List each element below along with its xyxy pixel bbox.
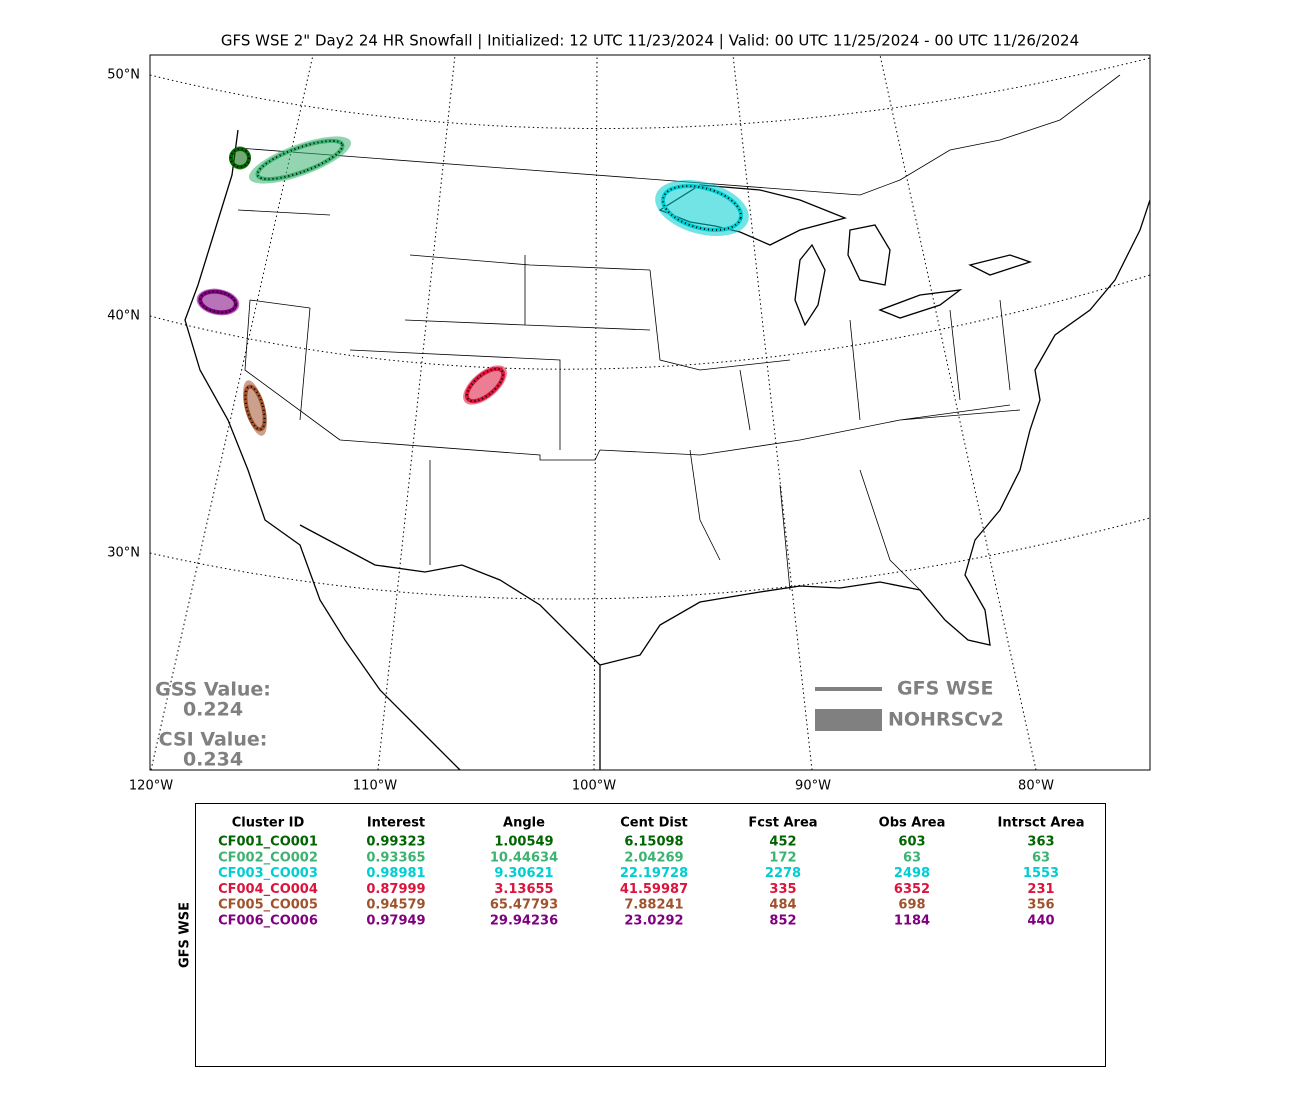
lat-label: 40°N	[107, 309, 140, 324]
lon-label: 90°W	[795, 779, 831, 794]
great-lakes	[658, 184, 1033, 327]
table-cell: 0.97949	[366, 914, 425, 929]
intersect-dots	[230, 148, 250, 168]
obs-object	[243, 380, 267, 436]
intersect-dots	[465, 367, 505, 403]
intersect-dots	[662, 185, 742, 231]
table-cell: 698	[898, 898, 925, 913]
parallel	[150, 57, 1150, 130]
column-header: Obs Area	[879, 816, 946, 831]
borders	[237, 74, 1121, 591]
meridian	[879, 55, 1037, 770]
table-cell: 41.59987	[620, 882, 688, 897]
table-cell: 3.13655	[494, 882, 553, 897]
score-label: CSI Value:	[159, 729, 268, 751]
meridian	[150, 55, 314, 770]
table-cell: 9.30621	[494, 866, 553, 881]
table-cell: CF006_CO006	[218, 914, 318, 929]
obs-object	[248, 136, 352, 184]
table-cell: 23.0292	[624, 914, 683, 929]
table-cell: 63	[903, 850, 921, 865]
table-cell: 6352	[894, 882, 930, 897]
table-side-label: GFS WSE	[178, 902, 193, 968]
map-body	[150, 55, 1150, 770]
table-cell: CF005_CO005	[218, 898, 318, 913]
table-cell: 7.88241	[624, 898, 683, 913]
map	[149, 54, 1151, 771]
intersect-dots	[199, 290, 237, 314]
table-cell: 0.99323	[366, 835, 425, 850]
table-cell: 484	[769, 898, 796, 913]
table-cell: 1553	[1023, 866, 1059, 881]
table-cell: 356	[1027, 898, 1054, 913]
intersect-dots	[256, 139, 344, 181]
obs-object	[463, 365, 507, 405]
table-cell: 65.47793	[490, 898, 558, 913]
score-value: 0.224	[183, 699, 243, 721]
meridian	[593, 55, 598, 770]
table-cell: 172	[769, 850, 796, 865]
table-cell: 0.93365	[366, 850, 425, 865]
parallel	[150, 274, 1150, 370]
lat-label: 30°N	[107, 546, 140, 561]
table-cell: 0.87999	[366, 882, 425, 897]
column-header: Intrsct Area	[998, 816, 1085, 831]
legend-swatch	[815, 709, 882, 731]
table-cell: CF004_CO004	[218, 882, 318, 897]
map-frame	[149, 54, 1151, 771]
meridian	[732, 55, 813, 770]
parallel	[150, 517, 1150, 600]
table-cell: 603	[898, 835, 925, 850]
column-header: Angle	[503, 816, 545, 831]
table-cell: 2278	[765, 866, 801, 881]
table-cell: 1.00549	[494, 835, 553, 850]
table-cell: 22.19728	[620, 866, 688, 881]
legend-label: NOHRSCv2	[888, 709, 1004, 731]
table-cell: 29.94236	[490, 914, 558, 929]
table-cell: CF003_CO003	[218, 866, 318, 881]
table-cell: 231	[1027, 882, 1054, 897]
table-cell: 0.98981	[366, 866, 425, 881]
lon-label: 120°W	[129, 779, 173, 794]
table-cell: 363	[1027, 835, 1054, 850]
lon-label: 80°W	[1018, 779, 1054, 794]
column-header: Cluster ID	[232, 816, 305, 831]
score-value: 0.234	[183, 749, 243, 771]
lon-label: 110°W	[353, 779, 397, 794]
table-cell: 452	[769, 835, 796, 850]
table-cell: 6.15098	[624, 835, 683, 850]
intersect-dots	[244, 385, 266, 431]
table-frame	[195, 803, 1106, 1067]
table-cell: 440	[1027, 914, 1054, 929]
column-header: Fcst Area	[748, 816, 817, 831]
table-cell: CF002_CO002	[218, 850, 318, 865]
lat-label: 50°N	[107, 68, 140, 83]
table-cell: 0.94579	[366, 898, 425, 913]
column-header: Cent Dist	[620, 816, 688, 831]
map-title: GFS WSE 2" Day2 24 HR Snowfall | Initial…	[221, 32, 1079, 50]
table-cell: 2.04269	[624, 850, 683, 865]
table-cell: 10.44634	[490, 850, 558, 865]
lon-label: 100°W	[572, 779, 616, 794]
column-header: Interest	[367, 816, 425, 831]
table-cell: 335	[769, 882, 796, 897]
legend-label: GFS WSE	[897, 678, 994, 700]
table-cell: 852	[769, 914, 796, 929]
coastline	[184, 129, 1150, 770]
table-cell: 1184	[894, 914, 930, 929]
meridian	[377, 55, 456, 770]
table-cell: CF001_CO001	[218, 835, 318, 850]
table-cell: 63	[1032, 850, 1050, 865]
table-cell: 2498	[894, 866, 930, 881]
score-label: GSS Value:	[155, 679, 271, 701]
